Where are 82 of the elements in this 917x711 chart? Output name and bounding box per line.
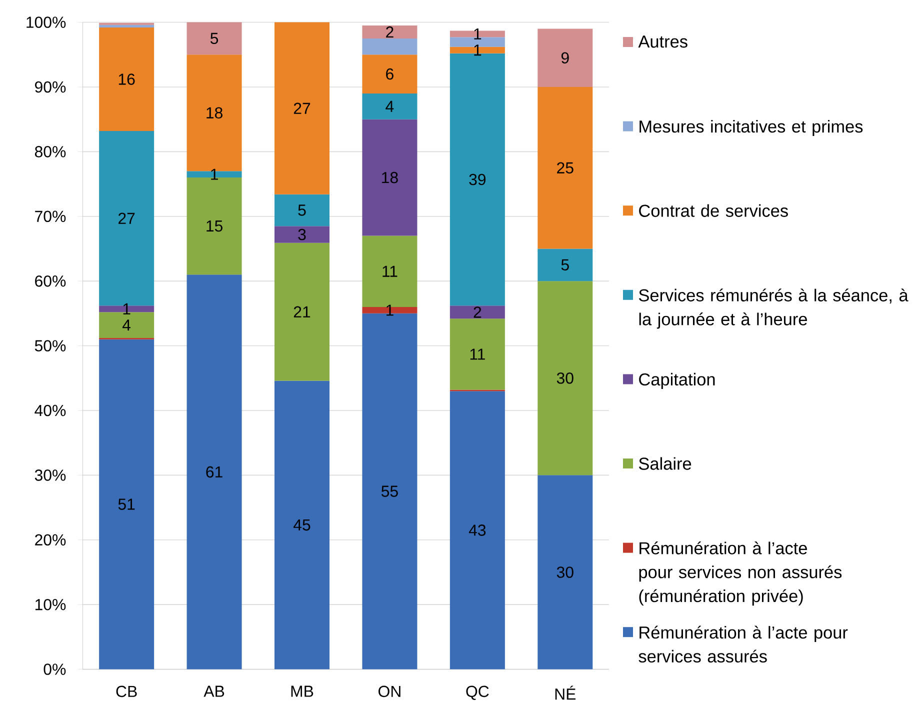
data-label: 27	[294, 102, 310, 114]
data-label: 11	[382, 266, 398, 277]
data-label: 5	[298, 204, 306, 216]
data-label: 15	[206, 220, 222, 232]
data-label: 2	[386, 26, 394, 38]
x-tick-label: QC	[466, 686, 489, 700]
data-label: 27	[118, 212, 135, 224]
y-tick-label: 70%	[35, 210, 66, 222]
bar	[538, 86, 593, 249]
legend-label: Salaire	[638, 457, 692, 470]
bar	[538, 28, 593, 87]
bar	[362, 93, 418, 120]
data-label: 30	[556, 566, 574, 578]
bar	[186, 274, 242, 670]
bar	[274, 242, 330, 381]
legend-label: Rémunération à l’acte pour services assurés	[638, 626, 848, 663]
data-label: 55	[381, 486, 398, 497]
y-tick-label: 80%	[34, 146, 66, 158]
data-label: 1	[474, 44, 482, 56]
bar	[186, 22, 242, 55]
bar	[362, 119, 418, 236]
data-label: 43	[468, 524, 486, 536]
bar	[450, 391, 505, 670]
legend-label: Capitation	[639, 372, 715, 389]
bar	[362, 38, 418, 55]
data-label: 9	[561, 52, 569, 64]
data-label: 45	[293, 519, 310, 531]
legend-label: Rémunération à l’acte pour services non assurés (rémunération privée)	[639, 541, 842, 606]
data-label: 16	[118, 74, 135, 85]
data-label: 11	[470, 348, 485, 360]
data-label: 1	[211, 168, 218, 180]
data-label: 5	[561, 259, 569, 270]
data-label: 5	[210, 32, 218, 44]
y-tick-label: 40%	[34, 404, 66, 416]
data-label: 25	[557, 162, 574, 174]
bar	[99, 24, 154, 28]
bar	[538, 475, 593, 670]
data-label: 6	[386, 68, 394, 80]
data-label: 21	[294, 306, 310, 318]
y-tick-label: 30%	[34, 470, 66, 481]
legend-label: Autres	[638, 36, 688, 48]
y-tick-label: 90%	[35, 81, 66, 93]
data-label: 18	[206, 107, 222, 119]
bar	[274, 22, 330, 194]
legend-label: Services rémunérés à la séance, à la journée et à l’heure	[638, 288, 908, 329]
data-label: 1	[123, 303, 130, 314]
data-label: 51	[118, 498, 135, 510]
y-tick-label: 60%	[35, 275, 66, 287]
bar	[538, 248, 593, 282]
bar	[450, 306, 505, 319]
data-label: 4	[122, 320, 131, 331]
bar	[99, 339, 154, 670]
x-tick-label: NÉ	[555, 686, 576, 700]
y-tick-label: 10%	[36, 598, 66, 610]
legend-label: Mesures incitatives et primes	[640, 120, 863, 136]
bar	[274, 194, 330, 226]
bar	[274, 380, 330, 670]
x-tick-label: CB	[116, 686, 137, 698]
x-tick-label: ON	[378, 686, 400, 698]
data-label: 2	[474, 306, 482, 318]
y-tick-label: 0%	[44, 664, 66, 675]
data-label: 3	[298, 228, 306, 240]
bar	[450, 30, 505, 38]
bar	[274, 226, 330, 243]
y-tick-label: 20%	[35, 534, 66, 546]
legend-label: Contrat de services	[639, 204, 788, 217]
data-label: 1	[386, 304, 394, 316]
x-tick-label: MB	[291, 686, 314, 697]
bar	[538, 281, 593, 476]
data-label: 18	[382, 172, 398, 184]
bar	[362, 54, 418, 94]
bar	[99, 27, 154, 131]
data-label: 4	[386, 100, 394, 112]
data-label: 30	[556, 372, 574, 384]
bar	[362, 26, 418, 38]
bar	[450, 318, 505, 390]
data-label: 39	[469, 174, 486, 186]
y-tick-label: 50%	[34, 340, 66, 352]
x-tick-label: AB	[204, 686, 224, 697]
data-label: 1	[474, 28, 482, 40]
y-tick-label: 100%	[26, 16, 66, 28]
data-label: 61	[206, 466, 222, 478]
